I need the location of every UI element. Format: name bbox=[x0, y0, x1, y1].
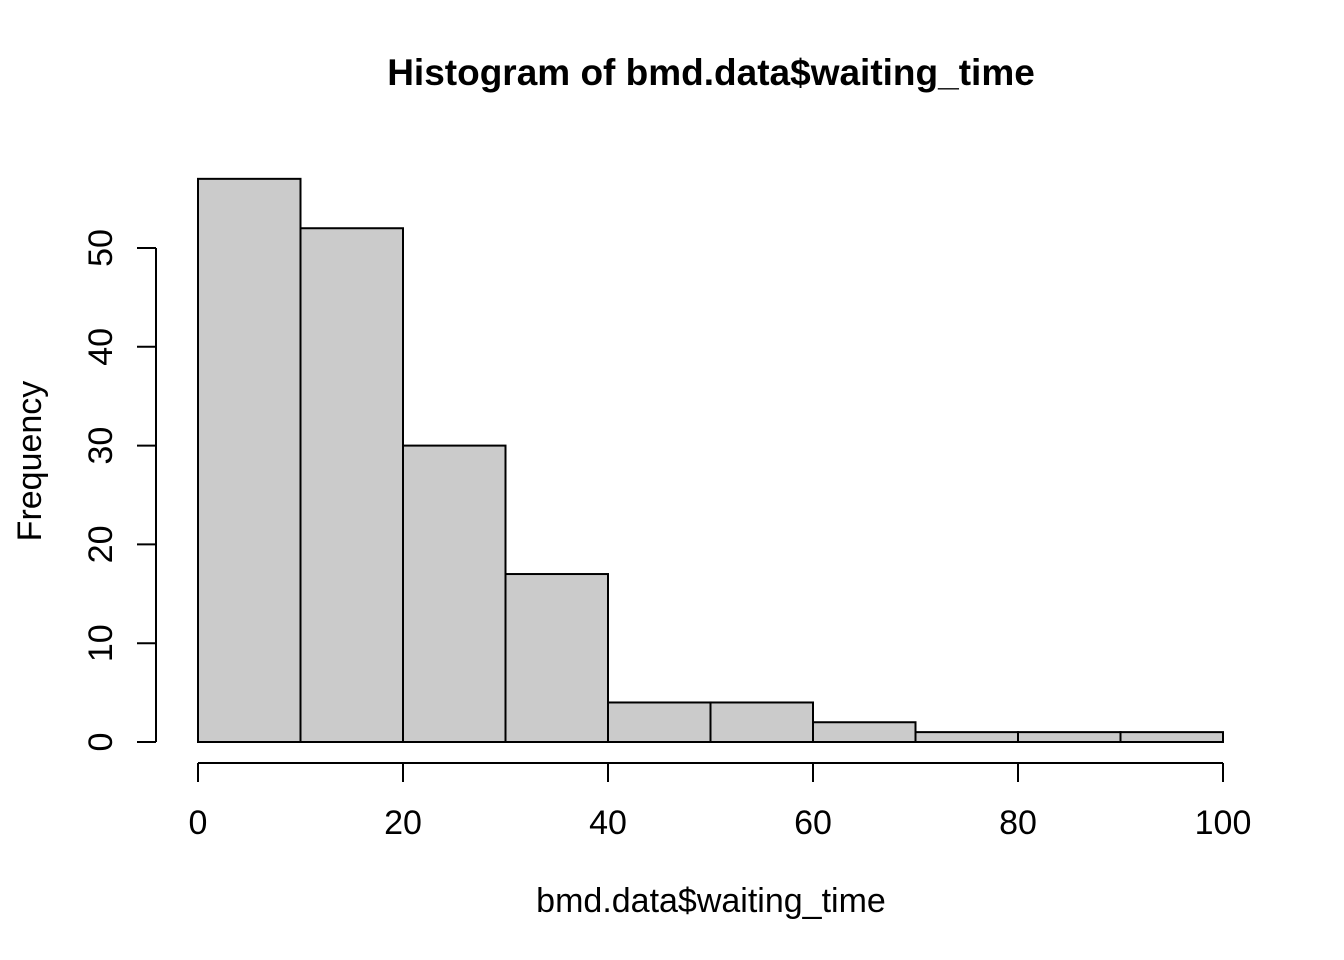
histogram-bar bbox=[607, 701, 712, 743]
x-tick-label: 40 bbox=[589, 804, 627, 842]
y-tick-label: 20 bbox=[82, 525, 120, 563]
y-tick-label: 0 bbox=[82, 733, 120, 752]
histogram-bar bbox=[812, 721, 917, 743]
y-tick-label: 50 bbox=[82, 229, 120, 267]
histogram-bar bbox=[197, 177, 302, 743]
histogram-bar bbox=[299, 227, 404, 744]
chart-title: Histogram of bmd.data$waiting_time bbox=[387, 52, 1035, 93]
x-tick-label: 80 bbox=[999, 804, 1037, 842]
x-tick-label: 20 bbox=[384, 804, 422, 842]
x-tick-label: 100 bbox=[1195, 804, 1252, 842]
histogram-bar bbox=[504, 573, 609, 743]
histogram-bar bbox=[914, 731, 1019, 743]
histogram-bar bbox=[1119, 731, 1224, 743]
y-tick-label: 30 bbox=[82, 427, 120, 465]
x-axis-label: bmd.data$waiting_time bbox=[536, 882, 886, 920]
y-tick-label: 40 bbox=[82, 328, 120, 366]
y-tick-label: 10 bbox=[82, 624, 120, 662]
x-tick-label: 60 bbox=[794, 804, 832, 842]
x-tick-label: 0 bbox=[189, 804, 208, 842]
histogram-bar bbox=[402, 444, 507, 743]
y-axis-label: Frequency bbox=[11, 380, 49, 542]
histogram-bar bbox=[709, 701, 814, 743]
histogram-bar bbox=[1017, 731, 1122, 743]
